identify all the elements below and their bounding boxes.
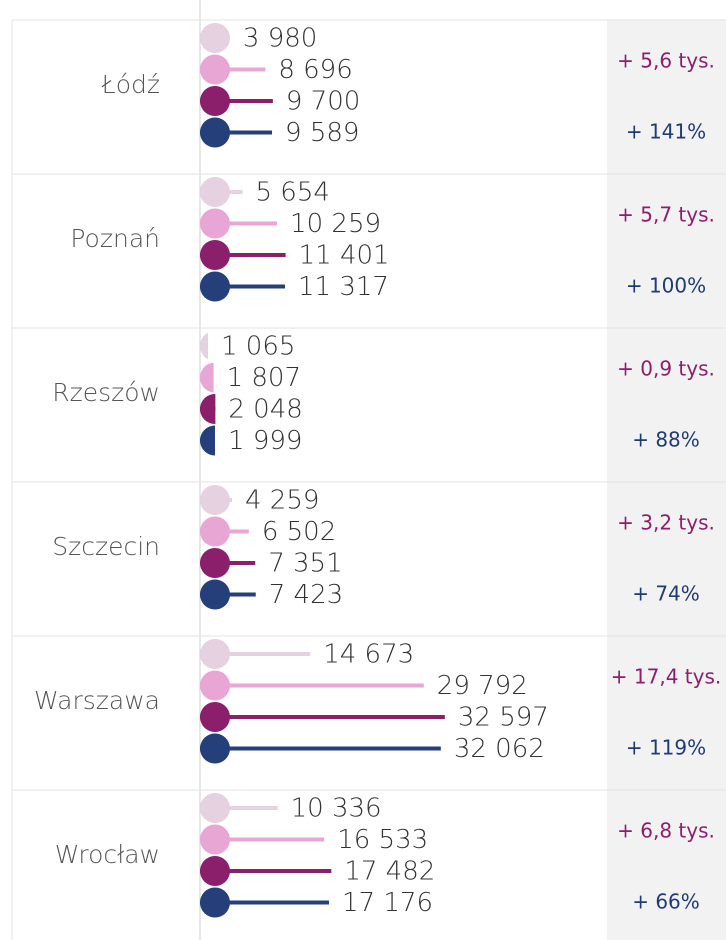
value-label: 5 654 [255, 178, 329, 208]
change-label: + 17,4 tys. [611, 665, 721, 689]
city-label: Szczecin [52, 532, 160, 561]
dot [200, 394, 216, 424]
change-label: + 5,7 tys. [617, 203, 715, 227]
value-label: 6 502 [262, 517, 336, 547]
percent-label: + 88% [632, 428, 700, 452]
percent-label: + 66% [632, 890, 700, 914]
percent-label: + 119% [626, 736, 706, 760]
value-label: 10 336 [291, 794, 382, 824]
value-label: 32 062 [454, 734, 545, 764]
change-column [607, 20, 726, 940]
value-label: 10 259 [290, 209, 381, 239]
dot [200, 670, 230, 701]
dot [200, 86, 230, 116]
city-label: Poznań [70, 224, 160, 253]
city-label: Wrocław [55, 840, 160, 869]
city-label: Rzeszów [52, 378, 160, 407]
value-label: 1 807 [227, 363, 301, 393]
dot [200, 117, 230, 148]
change-label: + 6,8 tys. [617, 819, 715, 843]
dot [200, 516, 230, 547]
value-label: 17 176 [342, 888, 433, 918]
value-label: 17 482 [344, 857, 435, 887]
change-label: + 3,2 tys. [617, 511, 715, 535]
dot [200, 887, 230, 918]
value-label: 14 673 [323, 640, 414, 670]
value-label: 16 533 [337, 825, 428, 855]
value-label: 7 351 [268, 549, 342, 579]
dot [200, 362, 214, 393]
dot [200, 208, 230, 239]
change-label: + 5,6 tys. [617, 49, 715, 73]
city-label: Łódź [101, 70, 160, 99]
value-label: 7 423 [269, 580, 343, 610]
percent-label: + 74% [632, 582, 700, 606]
dot [200, 425, 216, 456]
dot [200, 54, 230, 85]
dot [200, 702, 230, 732]
city-label: Warszawa [34, 686, 160, 715]
dot [200, 639, 230, 669]
dot [200, 23, 230, 53]
value-label: 9 589 [285, 118, 359, 148]
value-label: 1 065 [221, 332, 295, 362]
dot [200, 271, 230, 302]
value-label: 1 999 [228, 426, 302, 456]
value-label: 3 980 [243, 24, 317, 54]
percent-label: + 100% [626, 274, 706, 298]
value-label: 4 259 [245, 486, 319, 516]
dot [200, 793, 230, 823]
value-label: 11 401 [299, 241, 390, 271]
percent-label: + 141% [626, 120, 706, 144]
value-label: 8 696 [278, 55, 352, 85]
change-label: + 0,9 tys. [617, 357, 715, 381]
dot [200, 485, 230, 515]
dot [200, 332, 208, 360]
dot [200, 824, 230, 855]
value-label: 2 048 [228, 395, 302, 425]
dot [200, 856, 230, 886]
value-label: 9 700 [286, 87, 360, 117]
dot [200, 240, 230, 270]
value-label: 11 317 [298, 272, 389, 302]
value-label: 29 792 [437, 671, 528, 701]
dot [200, 177, 230, 207]
dot [200, 548, 230, 578]
dot [200, 733, 230, 764]
value-label: 32 597 [458, 703, 549, 733]
dot [200, 579, 230, 610]
